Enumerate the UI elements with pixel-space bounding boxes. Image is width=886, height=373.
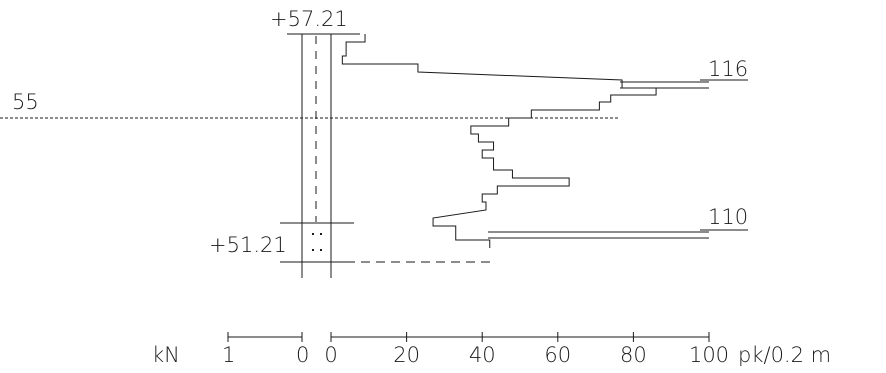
pk-unit-label: pk/0.2 m <box>738 343 831 367</box>
pk-tick-label-100: 100 <box>689 343 729 367</box>
force-tick-label-0: 0 <box>296 343 309 367</box>
pk-tick-label-60: 60 <box>544 343 571 367</box>
off-scale-label-110: 110 <box>708 205 748 229</box>
pk-tick-label-20: 20 <box>393 343 420 367</box>
off-scale-label-116: 116 <box>708 57 748 81</box>
force-unit-label: kN <box>152 343 180 367</box>
pk-scale-axis: 0 20 40 60 80 100 <box>324 332 729 367</box>
reference-level-label: 55 <box>12 90 39 114</box>
pk-tick-label-0: 0 <box>324 343 337 367</box>
bottom-elevation-label: +51.21 <box>209 233 287 257</box>
pk-tick-label-80: 80 <box>620 343 647 367</box>
force-tick-label-1: 1 <box>222 343 235 367</box>
top-elevation-label: +57.21 <box>270 7 348 31</box>
soil-hatch-dots <box>312 233 322 251</box>
penetration-step-profile <box>341 34 657 248</box>
pk-tick-label-40: 40 <box>469 343 496 367</box>
